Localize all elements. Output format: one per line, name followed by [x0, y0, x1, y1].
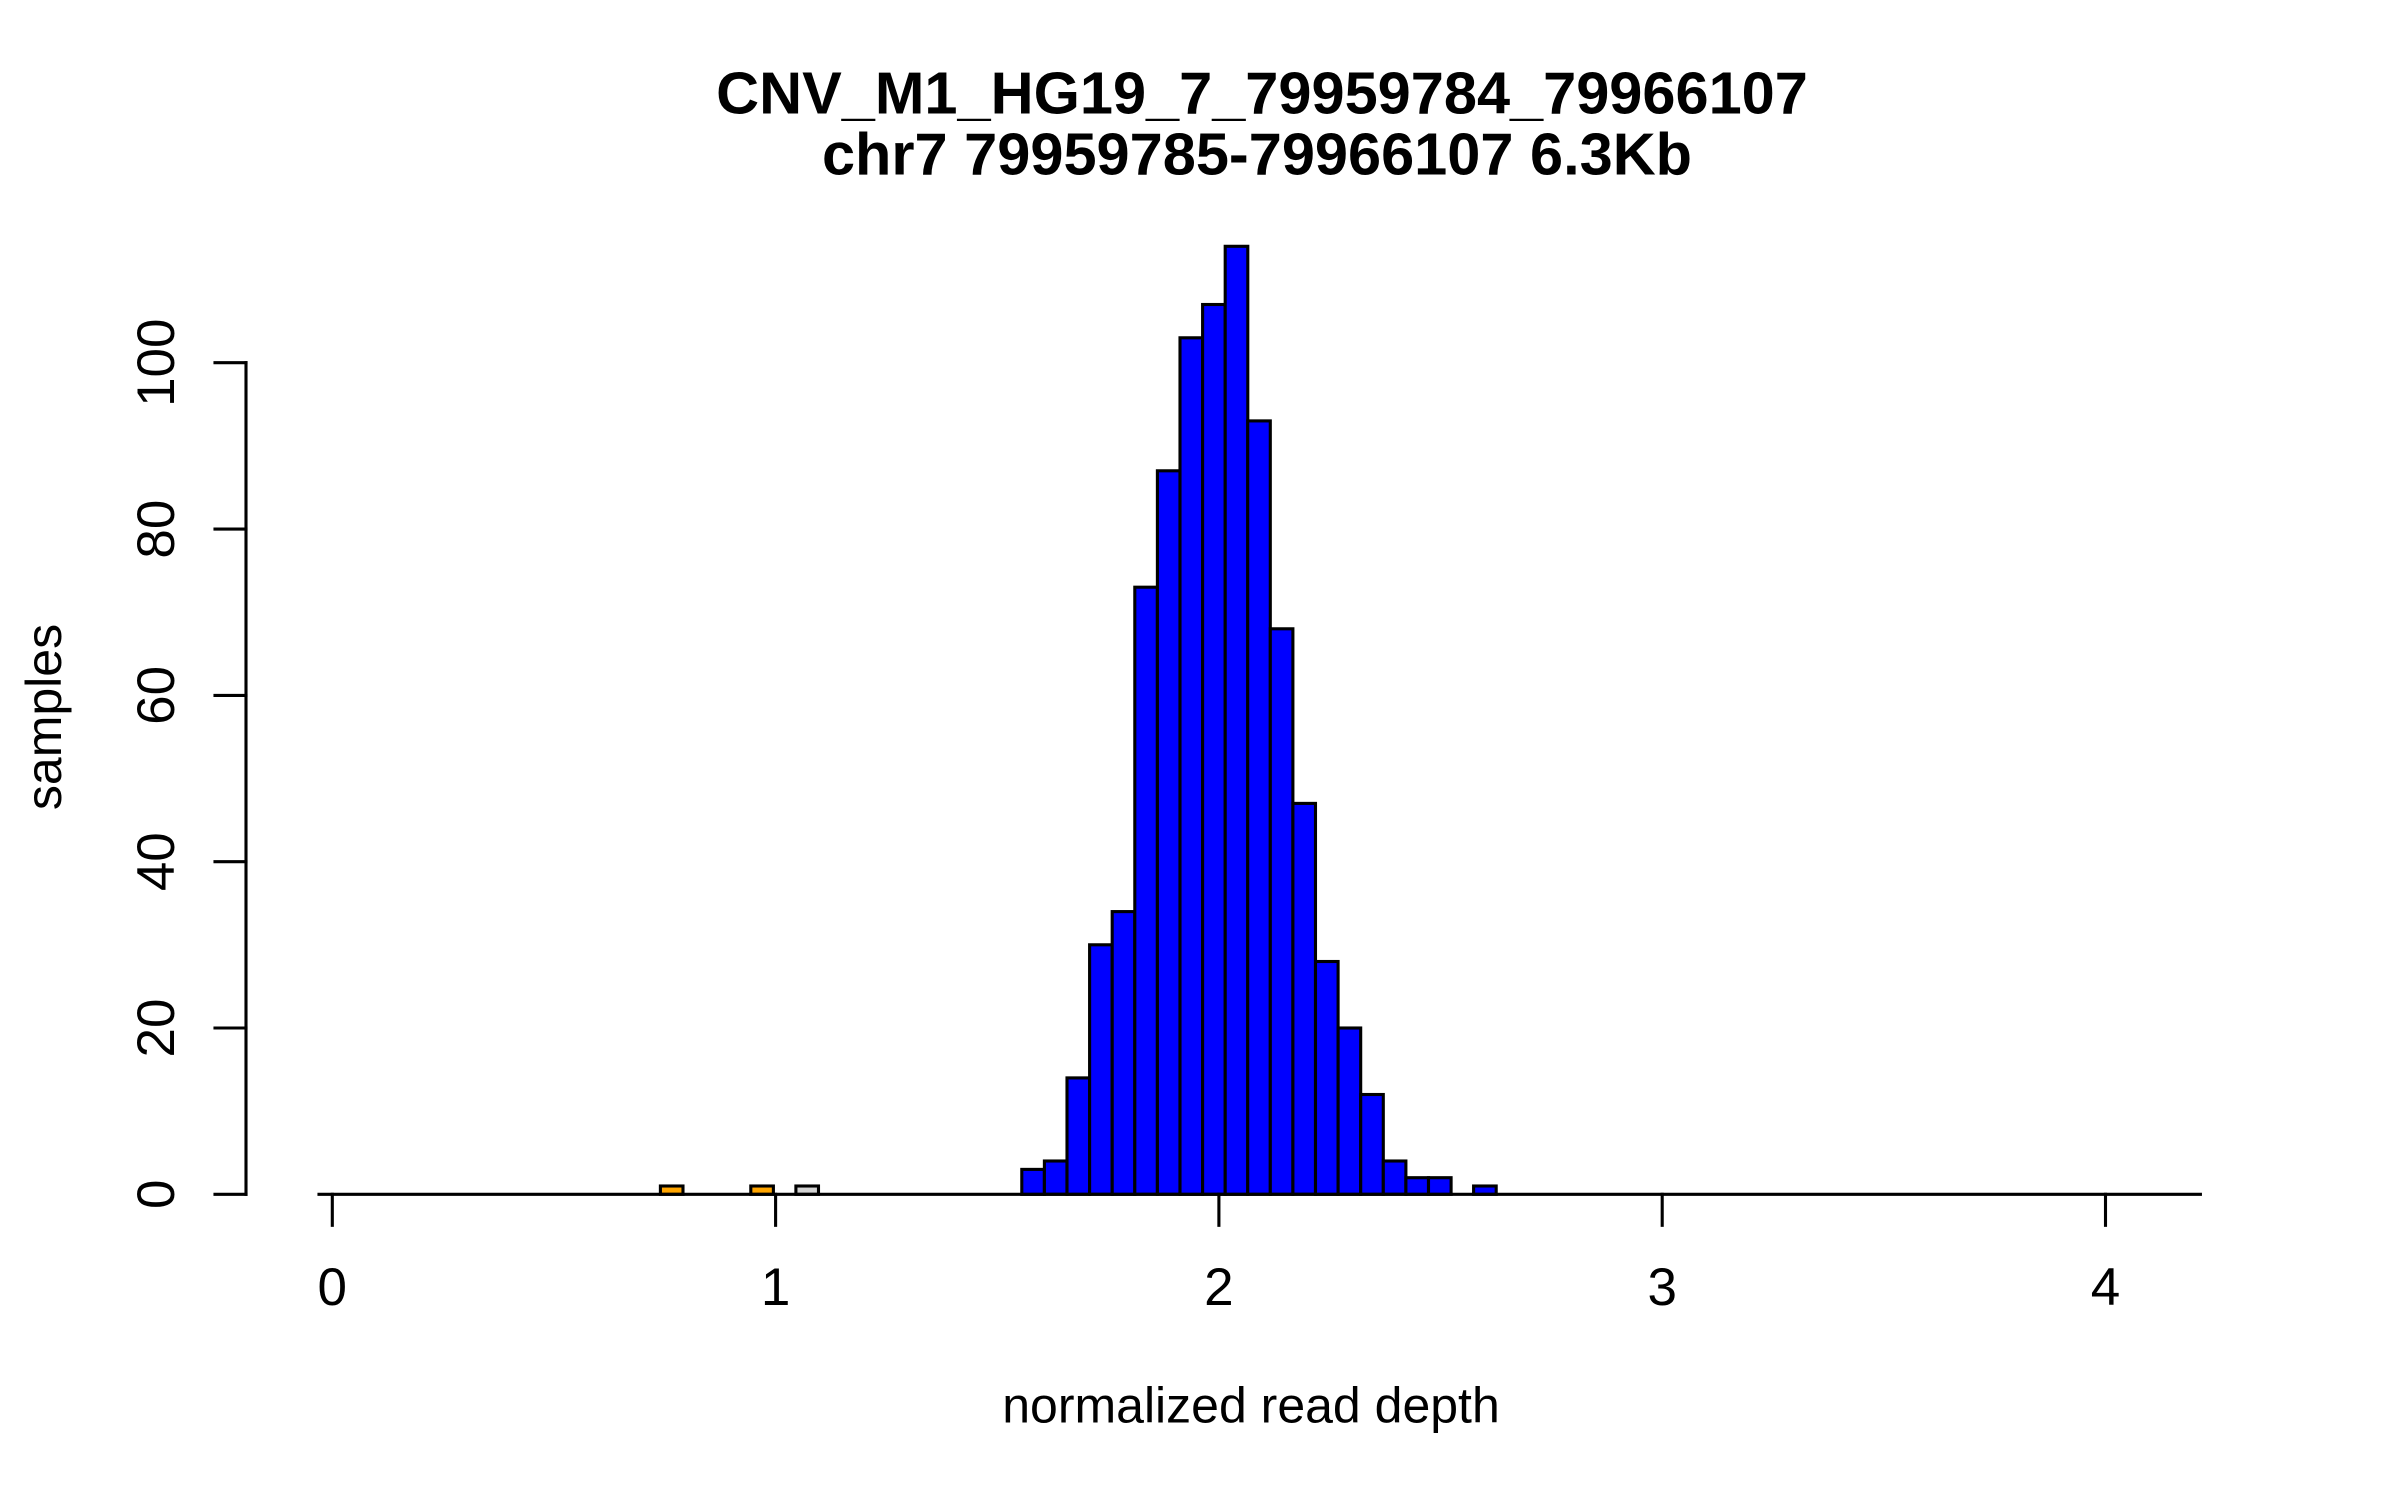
svg-text:0: 0 — [318, 1258, 347, 1317]
svg-text:1: 1 — [761, 1258, 790, 1317]
svg-text:normalized read depth: normalized read depth — [1002, 1378, 1500, 1434]
svg-text:100: 100 — [127, 318, 186, 406]
svg-text:samples: samples — [16, 624, 72, 810]
svg-text:4: 4 — [2091, 1258, 2120, 1317]
svg-text:2: 2 — [1204, 1258, 1233, 1317]
svg-text:80: 80 — [127, 500, 186, 559]
svg-text:0: 0 — [127, 1180, 186, 1209]
svg-text:60: 60 — [127, 666, 186, 725]
svg-text:40: 40 — [127, 832, 186, 891]
svg-text:CNV_M1_HG19_7_79959784_7996610: CNV_M1_HG19_7_79959784_79966107 — [716, 60, 1808, 127]
svg-text:3: 3 — [1647, 1258, 1676, 1317]
svg-text:20: 20 — [127, 999, 186, 1058]
svg-text:chr7 79959785-79966107 6.3Kb: chr7 79959785-79966107 6.3Kb — [822, 121, 1692, 188]
